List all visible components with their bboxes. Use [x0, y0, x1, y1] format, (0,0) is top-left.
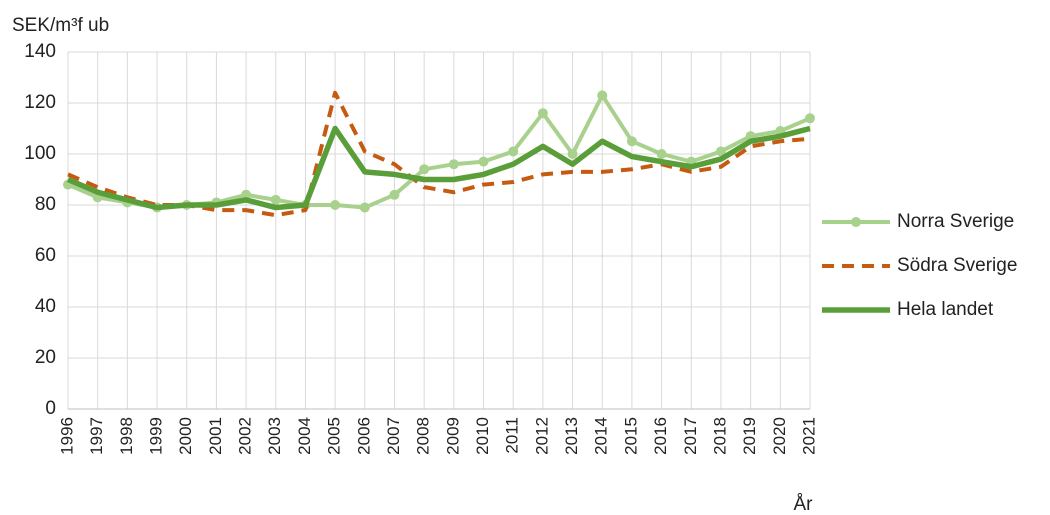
point: [805, 113, 815, 124]
point: [270, 194, 281, 205]
y-tick-label: 60: [35, 245, 56, 266]
x-tick-label: 2002: [236, 417, 255, 455]
x-tick-label: 2009: [443, 417, 462, 455]
y-axis-label: SEK/m³f ub: [12, 15, 109, 36]
point: [626, 136, 637, 147]
x-tick-label: 2000: [176, 417, 195, 455]
y-tick-label: 40: [35, 296, 56, 317]
x-tick-label: 2007: [384, 417, 403, 455]
x-tick-label: 1999: [147, 417, 166, 455]
x-tick-label: 2016: [651, 417, 670, 455]
y-tick-label: 140: [24, 41, 56, 62]
point: [597, 90, 608, 101]
series-line: [66, 125, 811, 211]
x-tick-label: 2019: [740, 417, 759, 455]
legend-label: Norra Sverige: [897, 211, 1014, 232]
x-tick-label: 2012: [532, 417, 551, 455]
x-tick-label: 2020: [770, 417, 789, 455]
x-tick-label: 1998: [117, 417, 136, 455]
point: [508, 146, 519, 157]
x-tick-label: 2011: [503, 417, 522, 454]
x-tick-label: 2004: [295, 417, 314, 455]
y-tick-label: 0: [45, 398, 56, 419]
legend-label: Hela landet: [897, 299, 994, 320]
point: [478, 156, 489, 167]
x-tick-label: 2013: [562, 417, 581, 455]
x-tick-label: 2001: [206, 417, 225, 455]
series-line: [67, 93, 811, 210]
point: [567, 149, 578, 159]
x-tick-label: 2015: [621, 417, 640, 455]
point: [359, 202, 370, 213]
y-tick-label: 100: [24, 143, 56, 164]
point: [330, 200, 341, 210]
x-tick-label: 2018: [710, 417, 729, 455]
x-tick-label: 1996: [57, 417, 76, 455]
x-tick-label: 2021: [799, 417, 818, 455]
point: [715, 146, 726, 157]
point: [241, 189, 252, 200]
point: [419, 164, 430, 175]
x-tick-label: 2014: [592, 417, 611, 455]
x-tick-label: 2003: [265, 417, 284, 455]
legend-marker: [851, 217, 861, 227]
y-tick-label: 80: [35, 194, 56, 215]
x-tick-label: 2008: [414, 417, 433, 455]
x-axis-label: År: [794, 494, 814, 515]
legend-label: Södra Sverige: [897, 255, 1017, 276]
point: [389, 189, 400, 200]
point: [537, 108, 548, 119]
point: [656, 149, 667, 159]
y-tick-label: 20: [35, 347, 56, 368]
y-tick-label: 120: [24, 92, 56, 113]
x-tick-label: 2010: [473, 417, 492, 455]
x-tick-label: 2006: [354, 417, 373, 455]
point: [448, 159, 459, 170]
x-tick-label: 1997: [87, 417, 106, 455]
x-tick-label: 2005: [325, 417, 344, 455]
x-tick-label: 2017: [681, 417, 700, 455]
